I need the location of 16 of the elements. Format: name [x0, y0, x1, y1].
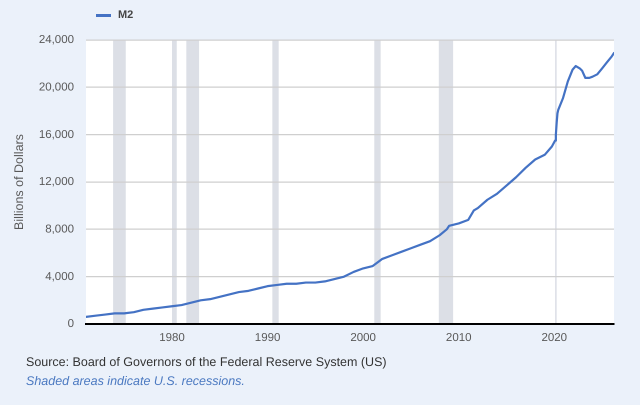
x-tick-label: 2000 — [350, 332, 376, 344]
y-tick-label: 0 — [68, 318, 74, 330]
y-tick-label: 24,000 — [38, 34, 74, 46]
text: Shaded areas indicate U.S. recessions. — [26, 374, 245, 389]
source-note: Source: Board of Governors of the Federal Reserve System (US) — [26, 355, 387, 370]
y-tick-label: 16,000 — [38, 128, 74, 141]
x-tick-label: 2020 — [541, 332, 568, 344]
x-tick-label: 1980 — [159, 332, 185, 344]
y-tick-label: 12,000 — [38, 176, 74, 188]
legend-label: M2 — [118, 9, 134, 21]
y-tick-label: 8,000 — [45, 224, 74, 236]
y-tick-label: 20,000 — [38, 82, 74, 94]
x-tick-label: 1990 — [254, 332, 280, 344]
y-tick-label: 4,000 — [45, 270, 74, 283]
y-axis-title: Billions of Dollars — [12, 134, 26, 230]
x-tick-label: 2010 — [446, 332, 472, 344]
